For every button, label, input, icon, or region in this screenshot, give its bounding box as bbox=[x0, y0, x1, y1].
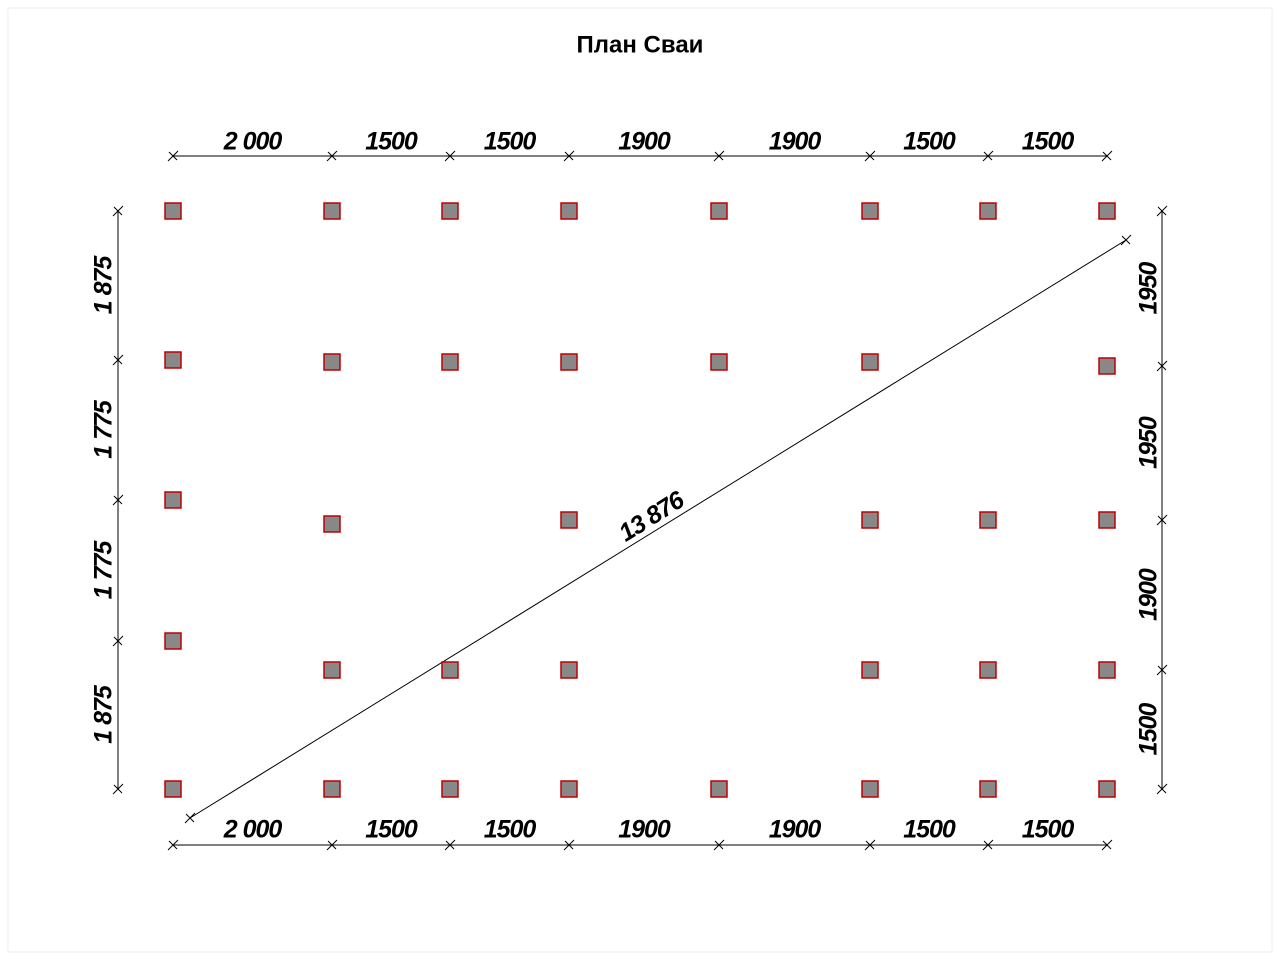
dim-tick bbox=[714, 840, 724, 850]
pile bbox=[560, 780, 578, 798]
pile bbox=[323, 202, 341, 220]
dim-tick bbox=[327, 151, 337, 161]
dim-label: 1500 bbox=[484, 128, 537, 156]
pile bbox=[323, 780, 341, 798]
dim-tick bbox=[1157, 665, 1167, 675]
dim-tick bbox=[865, 840, 875, 850]
dim-tick bbox=[113, 355, 123, 365]
pile bbox=[710, 780, 728, 798]
dim-label: 1900 bbox=[769, 816, 822, 844]
dim-tick bbox=[113, 206, 123, 216]
dim-tick bbox=[113, 636, 123, 646]
dim-label: 1950 bbox=[1135, 262, 1163, 315]
dim-tick bbox=[1102, 151, 1112, 161]
dim-tick bbox=[445, 151, 455, 161]
pile bbox=[164, 491, 182, 509]
pile bbox=[323, 515, 341, 533]
dim-tick bbox=[1157, 784, 1167, 794]
dim-tick bbox=[168, 840, 178, 850]
dim-label: 1900 bbox=[769, 128, 822, 156]
dim-label: 1500 bbox=[1135, 703, 1163, 756]
dim-tick bbox=[983, 840, 993, 850]
dim-label: 1500 bbox=[484, 816, 537, 844]
dim-label: 1900 bbox=[618, 816, 671, 844]
dim-tick bbox=[714, 151, 724, 161]
pile bbox=[1098, 357, 1116, 375]
dim-tick bbox=[1121, 235, 1131, 245]
pile bbox=[1098, 202, 1116, 220]
pile bbox=[560, 511, 578, 529]
dim-tick bbox=[1102, 840, 1112, 850]
pile bbox=[164, 780, 182, 798]
title: План Сваи bbox=[577, 31, 704, 58]
pile bbox=[441, 780, 459, 798]
dim-label: 1 875 bbox=[90, 255, 118, 315]
pile bbox=[164, 351, 182, 369]
dim-label: 1500 bbox=[903, 816, 956, 844]
pile bbox=[164, 202, 182, 220]
pile bbox=[560, 353, 578, 371]
dim-label: 1500 bbox=[365, 816, 418, 844]
dim-tick bbox=[1157, 361, 1167, 371]
pile bbox=[861, 511, 879, 529]
pile bbox=[323, 353, 341, 371]
dim-label: 2 000 bbox=[223, 816, 283, 844]
pile bbox=[979, 780, 997, 798]
dim-tick bbox=[168, 151, 178, 161]
dim-tick bbox=[983, 151, 993, 161]
pile bbox=[441, 202, 459, 220]
dim-tick bbox=[113, 495, 123, 505]
dim-label: 1500 bbox=[365, 128, 418, 156]
pile bbox=[323, 661, 341, 679]
dim-label: 1500 bbox=[1022, 128, 1075, 156]
dim-tick bbox=[185, 813, 195, 823]
pile bbox=[979, 511, 997, 529]
dim-label: 1950 bbox=[1135, 416, 1163, 469]
pile bbox=[861, 353, 879, 371]
pile bbox=[1098, 511, 1116, 529]
pile bbox=[861, 661, 879, 679]
pile bbox=[441, 353, 459, 371]
sheet bbox=[7, 7, 1273, 953]
dim-label: 1 775 bbox=[90, 399, 118, 459]
pile bbox=[710, 353, 728, 371]
pile bbox=[560, 202, 578, 220]
dim-label: 1 875 bbox=[90, 684, 118, 744]
dim-tick bbox=[327, 840, 337, 850]
dim-label: 1 775 bbox=[90, 540, 118, 600]
diagonal-line bbox=[189, 239, 1127, 819]
pile bbox=[1098, 661, 1116, 679]
pile bbox=[164, 632, 182, 650]
pile bbox=[979, 202, 997, 220]
pile bbox=[560, 661, 578, 679]
dim-label: 1500 bbox=[1022, 816, 1075, 844]
dim-tick bbox=[865, 151, 875, 161]
dim-tick bbox=[564, 840, 574, 850]
pile bbox=[979, 661, 997, 679]
dim-tick bbox=[1157, 206, 1167, 216]
dim-tick bbox=[113, 784, 123, 794]
dim-label: 2 000 bbox=[223, 128, 283, 156]
pile bbox=[861, 202, 879, 220]
dim-label: 1900 bbox=[618, 128, 671, 156]
dim-label: 1500 bbox=[903, 128, 956, 156]
dim-label: 1900 bbox=[1135, 568, 1163, 621]
dim-tick bbox=[1157, 515, 1167, 525]
pile bbox=[1098, 780, 1116, 798]
pile bbox=[710, 202, 728, 220]
dim-tick bbox=[445, 840, 455, 850]
dim-tick bbox=[564, 151, 574, 161]
pile bbox=[861, 780, 879, 798]
pile bbox=[441, 661, 459, 679]
